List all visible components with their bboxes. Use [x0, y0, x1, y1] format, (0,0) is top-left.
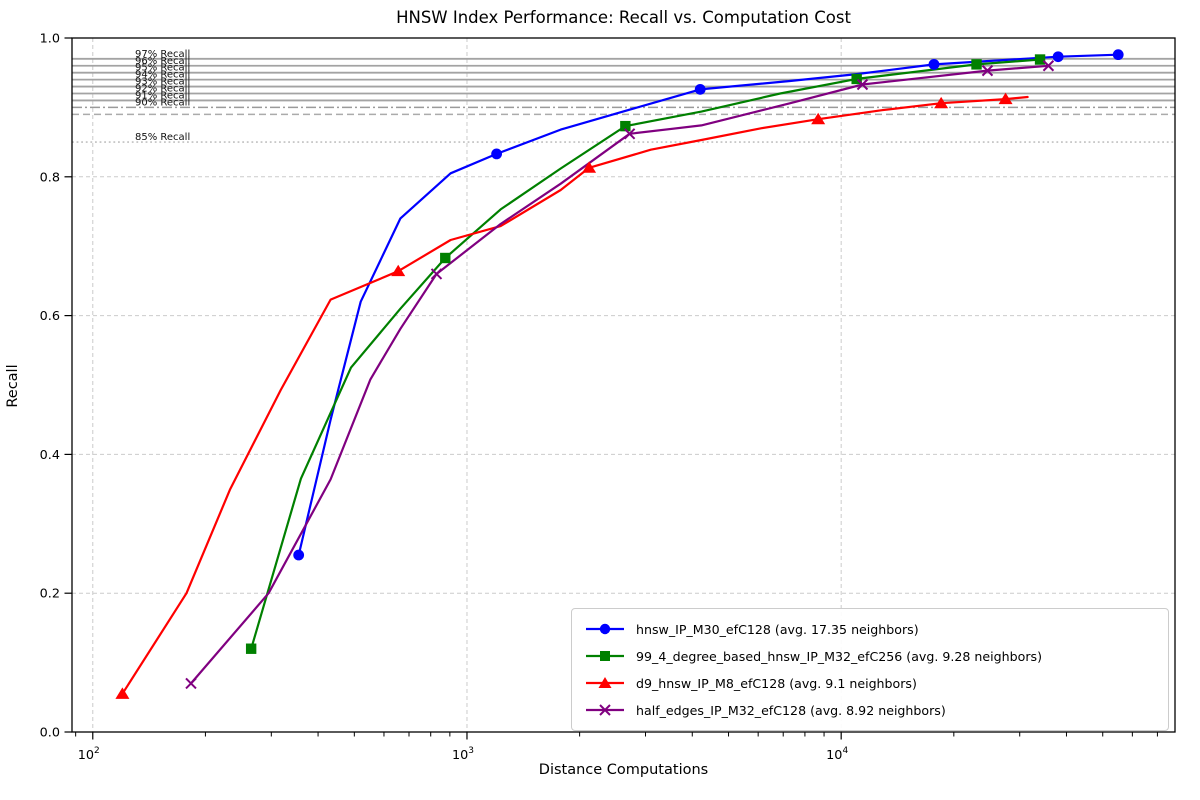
x-marker-icon: [599, 704, 611, 716]
99_4_degree_based_hnsw_IP_M32_efC256-marker: [245, 643, 257, 654]
y-tick-label: 0.0: [40, 726, 60, 741]
reference-line-label: 85% Recall: [135, 132, 190, 143]
hnsw_IP_M30_efC128-marker: [1052, 51, 1064, 63]
series-line-99_4_degree_based_hnsw_IP_M32_efC256: [250, 58, 1042, 650]
99_4_degree_based_hnsw_IP_M32_efC256-marker: [1034, 54, 1046, 65]
legend-label: hnsw_IP_M30_efC128 (avg. 17.35 neighbors…: [636, 621, 919, 637]
series-line-hnsw_IP_M30_efC128: [297, 53, 1120, 557]
series-line-half_edges_IP_M32_efC128: [189, 64, 1050, 685]
d9_hnsw_IP_M8_efC128-marker: [115, 687, 130, 699]
circle-marker-icon: [599, 623, 611, 635]
d9_hnsw_IP_M8_efC128-marker: [391, 264, 406, 277]
legend-item: hnsw_IP_M30_efC128 (avg. 17.35 neighbors…: [584, 618, 1156, 640]
reference-line-label: 90% Recall: [135, 97, 190, 108]
half_edges_IP_M32_efC128-marker: [981, 64, 994, 77]
d9_hnsw_IP_M8_efC128-marker: [582, 161, 597, 173]
square-marker-icon: [600, 651, 610, 661]
reference-line-label: 91% Recall: [135, 90, 190, 101]
half_edges_IP_M32_efC128-marker: [1042, 60, 1055, 72]
legend-item: half_edges_IP_M32_efC128 (avg. 8.92 neig…: [584, 699, 1156, 721]
legend-line-x-icon: [586, 704, 624, 716]
99_4_degree_based_hnsw_IP_M32_efC256-marker: [971, 59, 982, 70]
legend-label: half_edges_IP_M32_efC128 (avg. 8.92 neig…: [636, 702, 946, 718]
99_4_degree_based_hnsw_IP_M32_efC256-marker: [440, 252, 451, 264]
legend-label: d9_hnsw_IP_M8_efC128 (avg. 9.1 neighbors…: [636, 675, 917, 691]
y-tick-label: 0.6: [40, 309, 60, 324]
99_4_degree_based_hnsw_IP_M32_efC256-marker: [620, 120, 631, 132]
reference-line-label: 95% Recall: [135, 63, 190, 74]
half_edges_IP_M32_efC128-marker: [185, 677, 197, 690]
chart-title: HNSW Index Performance: Recall vs. Compu…: [396, 8, 851, 27]
legend-line-square-icon: [586, 651, 624, 661]
hnsw_IP_M30_efC128-marker: [1112, 49, 1124, 61]
y-tick-label: 1.0: [40, 32, 60, 47]
x-tick-label: 104: [826, 746, 848, 763]
plot-border: [71, 37, 1176, 733]
y-tick-label: 0.4: [40, 448, 60, 463]
y-tick-label: 0.8: [40, 170, 60, 185]
reference-line-label: 96% Recall: [135, 56, 190, 67]
legend-label: 99_4_degree_based_hnsw_IP_M32_efC256 (av…: [636, 648, 1042, 664]
half_edges_IP_M32_efC128-marker: [856, 78, 869, 91]
reference-line-label: 92% Recall: [135, 84, 190, 95]
legend-item: 99_4_degree_based_hnsw_IP_M32_efC256 (av…: [584, 645, 1156, 667]
legend-item: d9_hnsw_IP_M8_efC128 (avg. 9.1 neighbors…: [584, 672, 1156, 694]
d9_hnsw_IP_M8_efC128-marker: [811, 112, 826, 125]
x-tick-label: 103: [452, 746, 474, 763]
legend-line-triangle-icon: [586, 677, 624, 688]
series-line-d9_hnsw_IP_M8_efC128: [121, 95, 1029, 695]
hnsw_IP_M30_efC128-marker: [293, 549, 305, 561]
half_edges_IP_M32_efC128-marker: [623, 128, 636, 140]
d9_hnsw_IP_M8_efC128-marker: [934, 96, 949, 109]
hnsw_IP_M30_efC128-marker: [694, 83, 706, 95]
99_4_degree_based_hnsw_IP_M32_efC256-marker: [851, 73, 862, 85]
legend-line-circle-icon: [586, 623, 624, 635]
x-axis-label: Distance Computations: [538, 762, 709, 778]
reference-line-label: 93% Recall: [135, 77, 190, 88]
x-tick-label: 102: [78, 746, 100, 763]
d9_hnsw_IP_M8_efC128-marker: [998, 92, 1013, 105]
legend: hnsw_IP_M30_efC128 (avg. 17.35 neighbors…: [571, 608, 1169, 731]
reference-line-label: 94% Recall: [135, 70, 190, 81]
half_edges_IP_M32_efC128-marker: [430, 268, 443, 280]
y-axis-label: Recall: [5, 364, 21, 408]
hnsw_IP_M30_efC128-marker: [491, 148, 503, 160]
reference-line-label: 97% Recall: [135, 49, 190, 60]
triangle-marker-icon: [598, 677, 612, 688]
hnsw_IP_M30_efC128-marker: [928, 58, 940, 70]
y-tick-label: 0.2: [40, 587, 60, 602]
